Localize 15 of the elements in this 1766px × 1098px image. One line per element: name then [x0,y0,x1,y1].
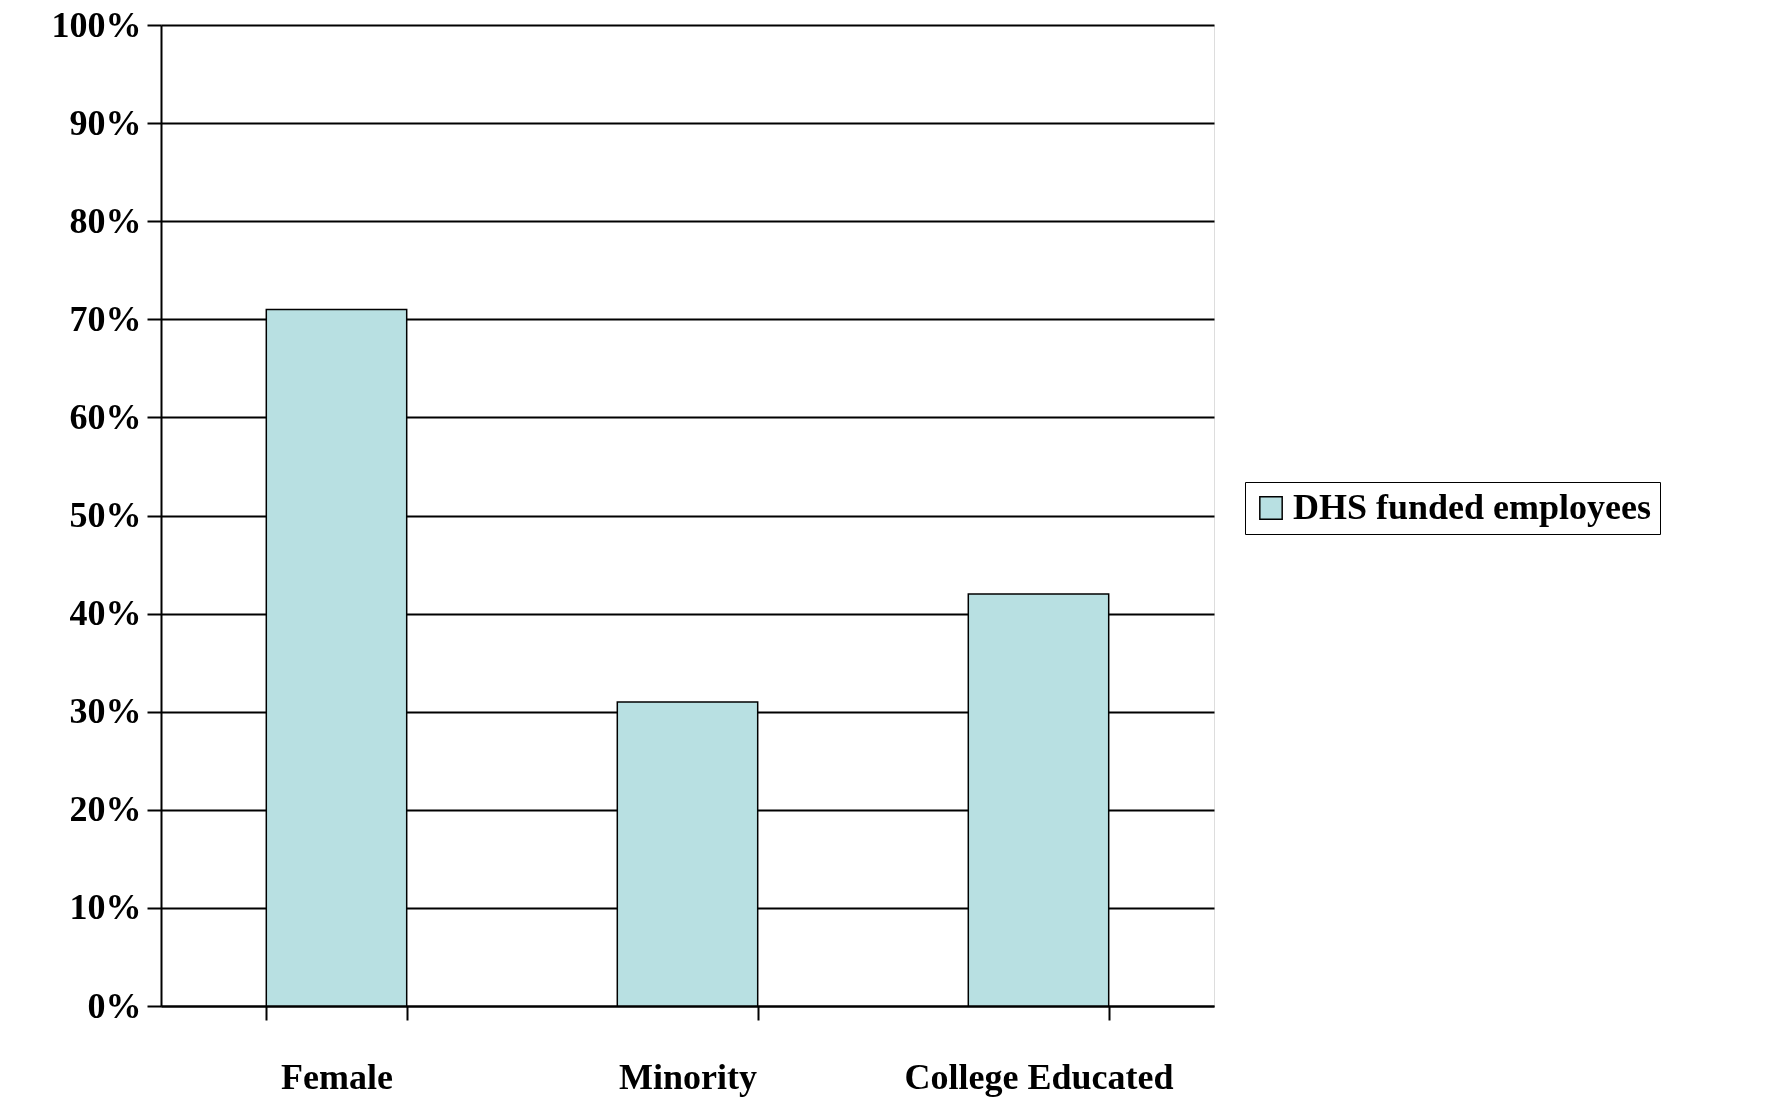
x-tick-label: College Educated [904,1056,1174,1097]
y-tick-label: 20% [69,789,142,830]
y-tick-label: 70% [69,298,142,339]
y-tick-label: 40% [69,593,142,634]
y-tick-label: 60% [69,396,142,437]
y-tick-label: 10% [69,887,142,928]
y-tick-label: 50% [69,495,142,535]
y-tick-label: 80% [69,200,142,241]
x-tick-label: Minority [619,1056,757,1097]
x-tick-label: Female [281,1056,393,1097]
legend-label: DHS funded employees [1293,487,1652,527]
y-tick-label: 90% [69,102,142,143]
y-tick-label: 100% [51,4,142,45]
y-tick-label: 0% [87,985,142,1026]
y-tick-label: 30% [69,691,142,732]
